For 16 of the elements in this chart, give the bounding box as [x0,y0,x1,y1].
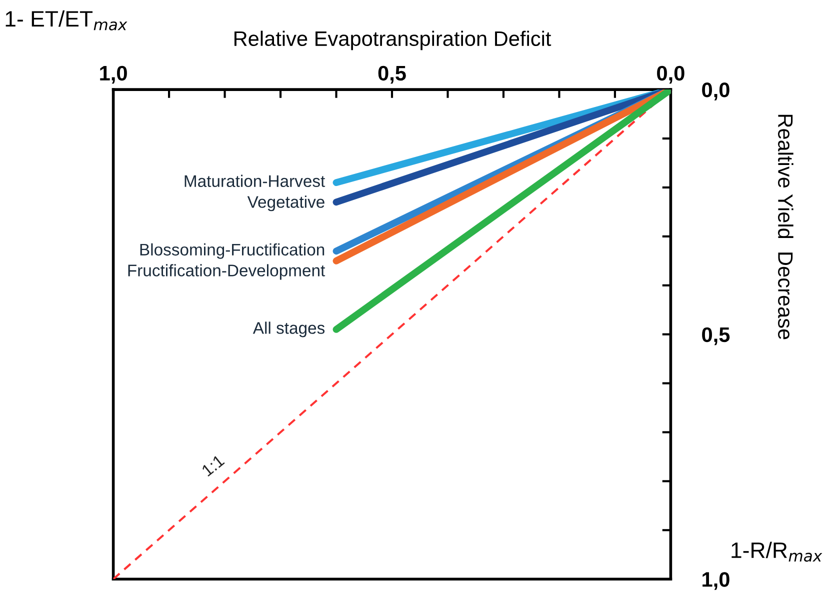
series-label: Vegetative [247,196,324,212]
series-label: Maturation-Harvest [184,174,326,188]
text: 1- ET/ET$_{max}$ [6,10,128,30]
x-tick-label: 0,0 [657,66,684,84]
x-axis-title: Relative Evapotranspiration Deficit [234,30,552,50]
series-label: Fructification-Development [128,264,326,280]
x-tick-label: 1,0 [100,66,127,84]
y-axis-title: Realtive Yield Decrease [778,114,794,340]
y-tick-label: 1,0 [702,572,730,590]
y-tick-label: 0,0 [702,82,730,100]
text: 1-R/R$_{max}$ [732,542,822,562]
y-tick-label: 0,5 [702,327,730,346]
series-label: All stages [252,322,325,338]
x-tick-label: 0,5 [378,66,406,84]
series-label: Blossoming-Fructification [140,243,324,259]
text: 1:1 [201,454,225,477]
